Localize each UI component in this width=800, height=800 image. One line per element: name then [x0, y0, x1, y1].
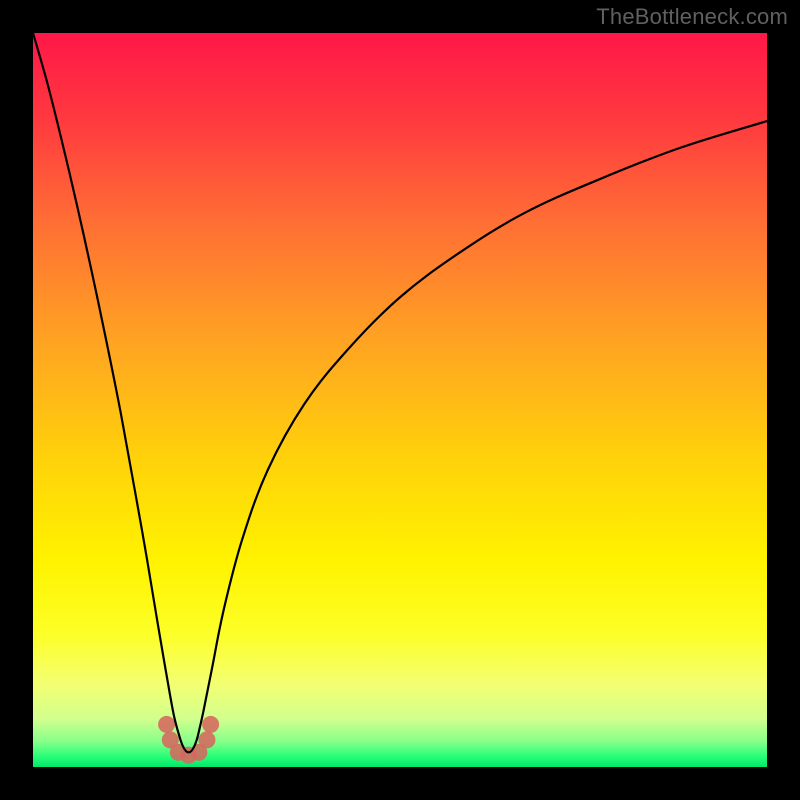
watermark-label: TheBottleneck.com	[596, 4, 788, 30]
chart-canvas: TheBottleneck.com	[0, 0, 800, 800]
notch-marker	[158, 716, 175, 733]
bottleneck-chart-svg	[0, 0, 800, 800]
notch-marker	[198, 731, 215, 748]
plot-background	[33, 33, 767, 767]
notch-marker	[202, 716, 219, 733]
